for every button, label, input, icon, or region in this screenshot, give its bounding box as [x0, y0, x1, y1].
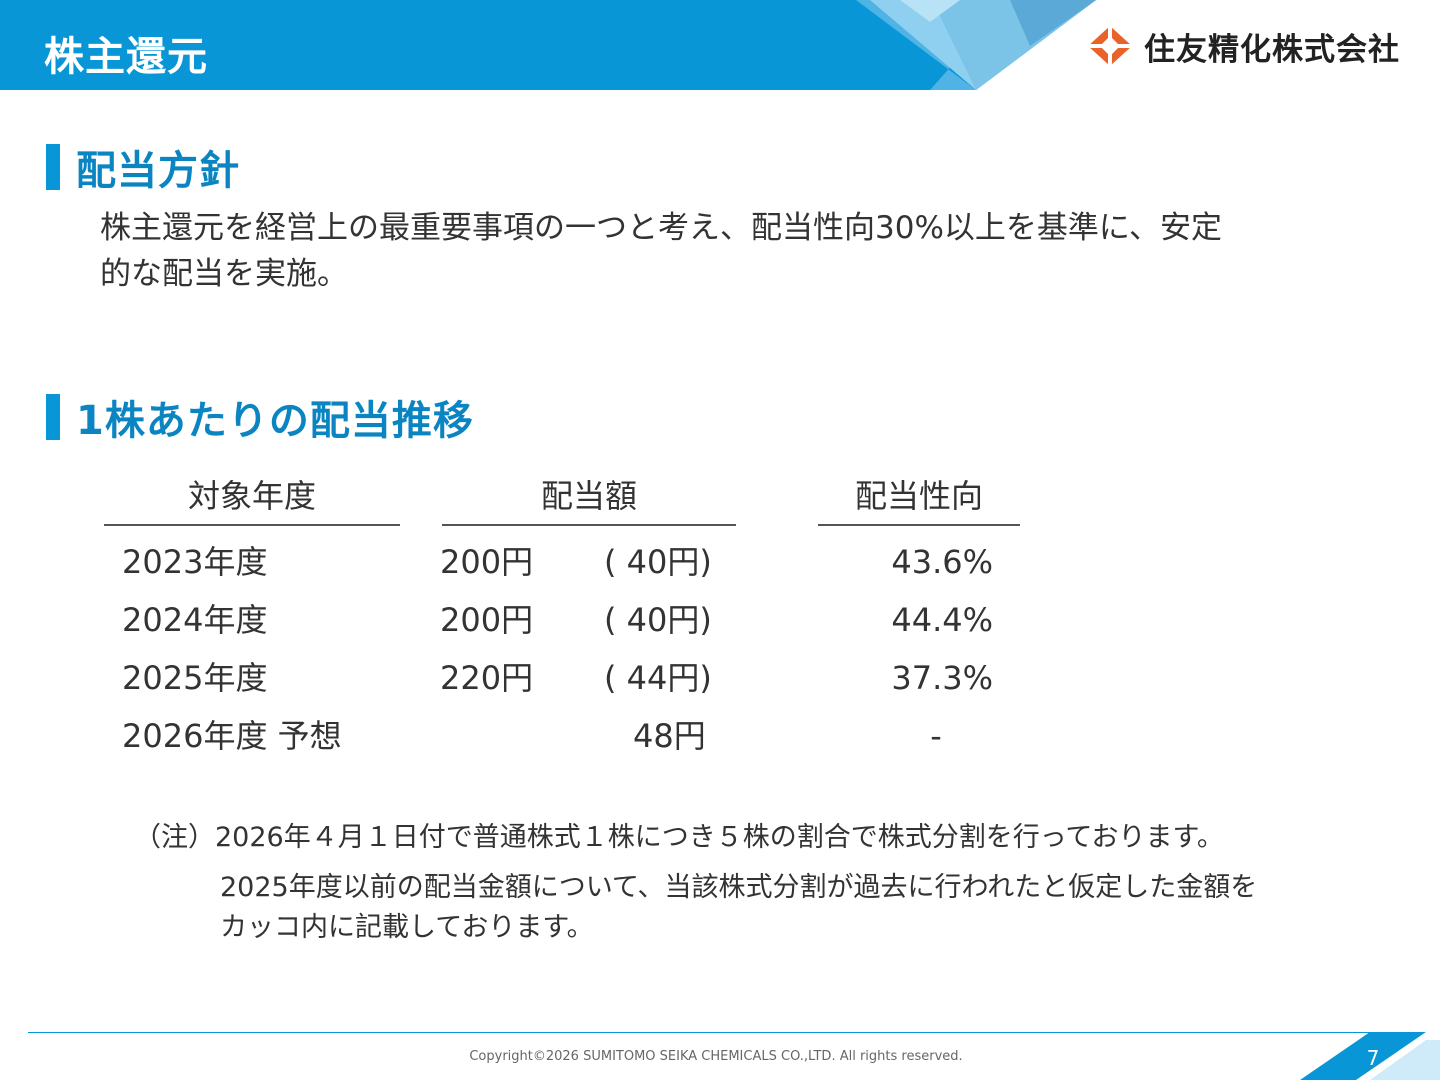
cell-payout: 43.6%: [891, 543, 993, 581]
cell-payout: 37.3%: [891, 659, 993, 697]
cell-year: 2024年度: [122, 601, 268, 639]
section-title: 1株あたりの配当推移: [76, 398, 474, 444]
cell-adjusted: ( 44円): [604, 659, 712, 697]
heading-bar: [46, 394, 60, 440]
cell-payout: -: [930, 717, 942, 755]
policy-line: 株主還元を経営上の最重要事項の一つと考え、配当性向30%以上を基準に、安定: [100, 210, 1222, 246]
policy-line: 的な配当を実施。: [100, 256, 348, 292]
cell-amount: 200円: [440, 601, 534, 639]
header-rule: [442, 524, 736, 526]
column-header-payout: 配当性向: [854, 477, 983, 515]
cell-amount: 48円: [633, 717, 706, 755]
company-name: 住友精化株式会社: [1144, 31, 1400, 68]
policy-text: 株主還元を経営上の最重要事項の一つと考え、配当性向30%以上を基準に、安定 的な…: [100, 205, 1330, 297]
company-logo-icon: [1086, 24, 1134, 68]
section-heading-dividend: 1株あたりの配当推移: [46, 392, 474, 444]
page-number: 7: [1366, 1046, 1380, 1070]
slide-header: 株主還元 住友精化株式会社: [0, 0, 1440, 90]
section-title: 配当方針: [76, 148, 240, 194]
cell-amount: 200円: [440, 543, 534, 581]
cell-year: 2023年度: [122, 543, 268, 581]
slide-title: 株主還元: [44, 34, 208, 80]
cell-adjusted: ( 40円): [604, 543, 712, 581]
note-line: カッコ内に記載しております。: [220, 912, 594, 943]
page-number-decoration: [1300, 1032, 1440, 1080]
header-decoration: [856, 0, 1096, 90]
column-header-year: 対象年度: [187, 477, 316, 515]
header-rule: [104, 524, 400, 526]
cell-adjusted: ( 40円): [604, 601, 712, 639]
footer-rule: [28, 1032, 1412, 1033]
header-rule: [818, 524, 1020, 526]
note-line: （注）2026年４月１日付で普通株式１株につき５株の割合で株式分割を行っておりま…: [134, 822, 1224, 853]
heading-bar: [46, 144, 60, 190]
section-heading-policy: 配当方針: [46, 142, 240, 194]
cell-payout: 44.4%: [891, 601, 993, 639]
cell-year: 2026年度 予想: [122, 717, 342, 755]
cell-amount: 220円: [440, 659, 534, 697]
copyright-text: Copyright©2026 SUMITOMO SEIKA CHEMICALS …: [469, 1049, 963, 1064]
company-logo: 住友精化株式会社: [1086, 24, 1400, 68]
cell-year: 2025年度: [122, 659, 268, 697]
column-header-amount: 配当額: [540, 477, 637, 515]
note-line: 2025年度以前の配当金額について、当該株式分割が過去に行われたと仮定した金額を: [220, 872, 1258, 903]
